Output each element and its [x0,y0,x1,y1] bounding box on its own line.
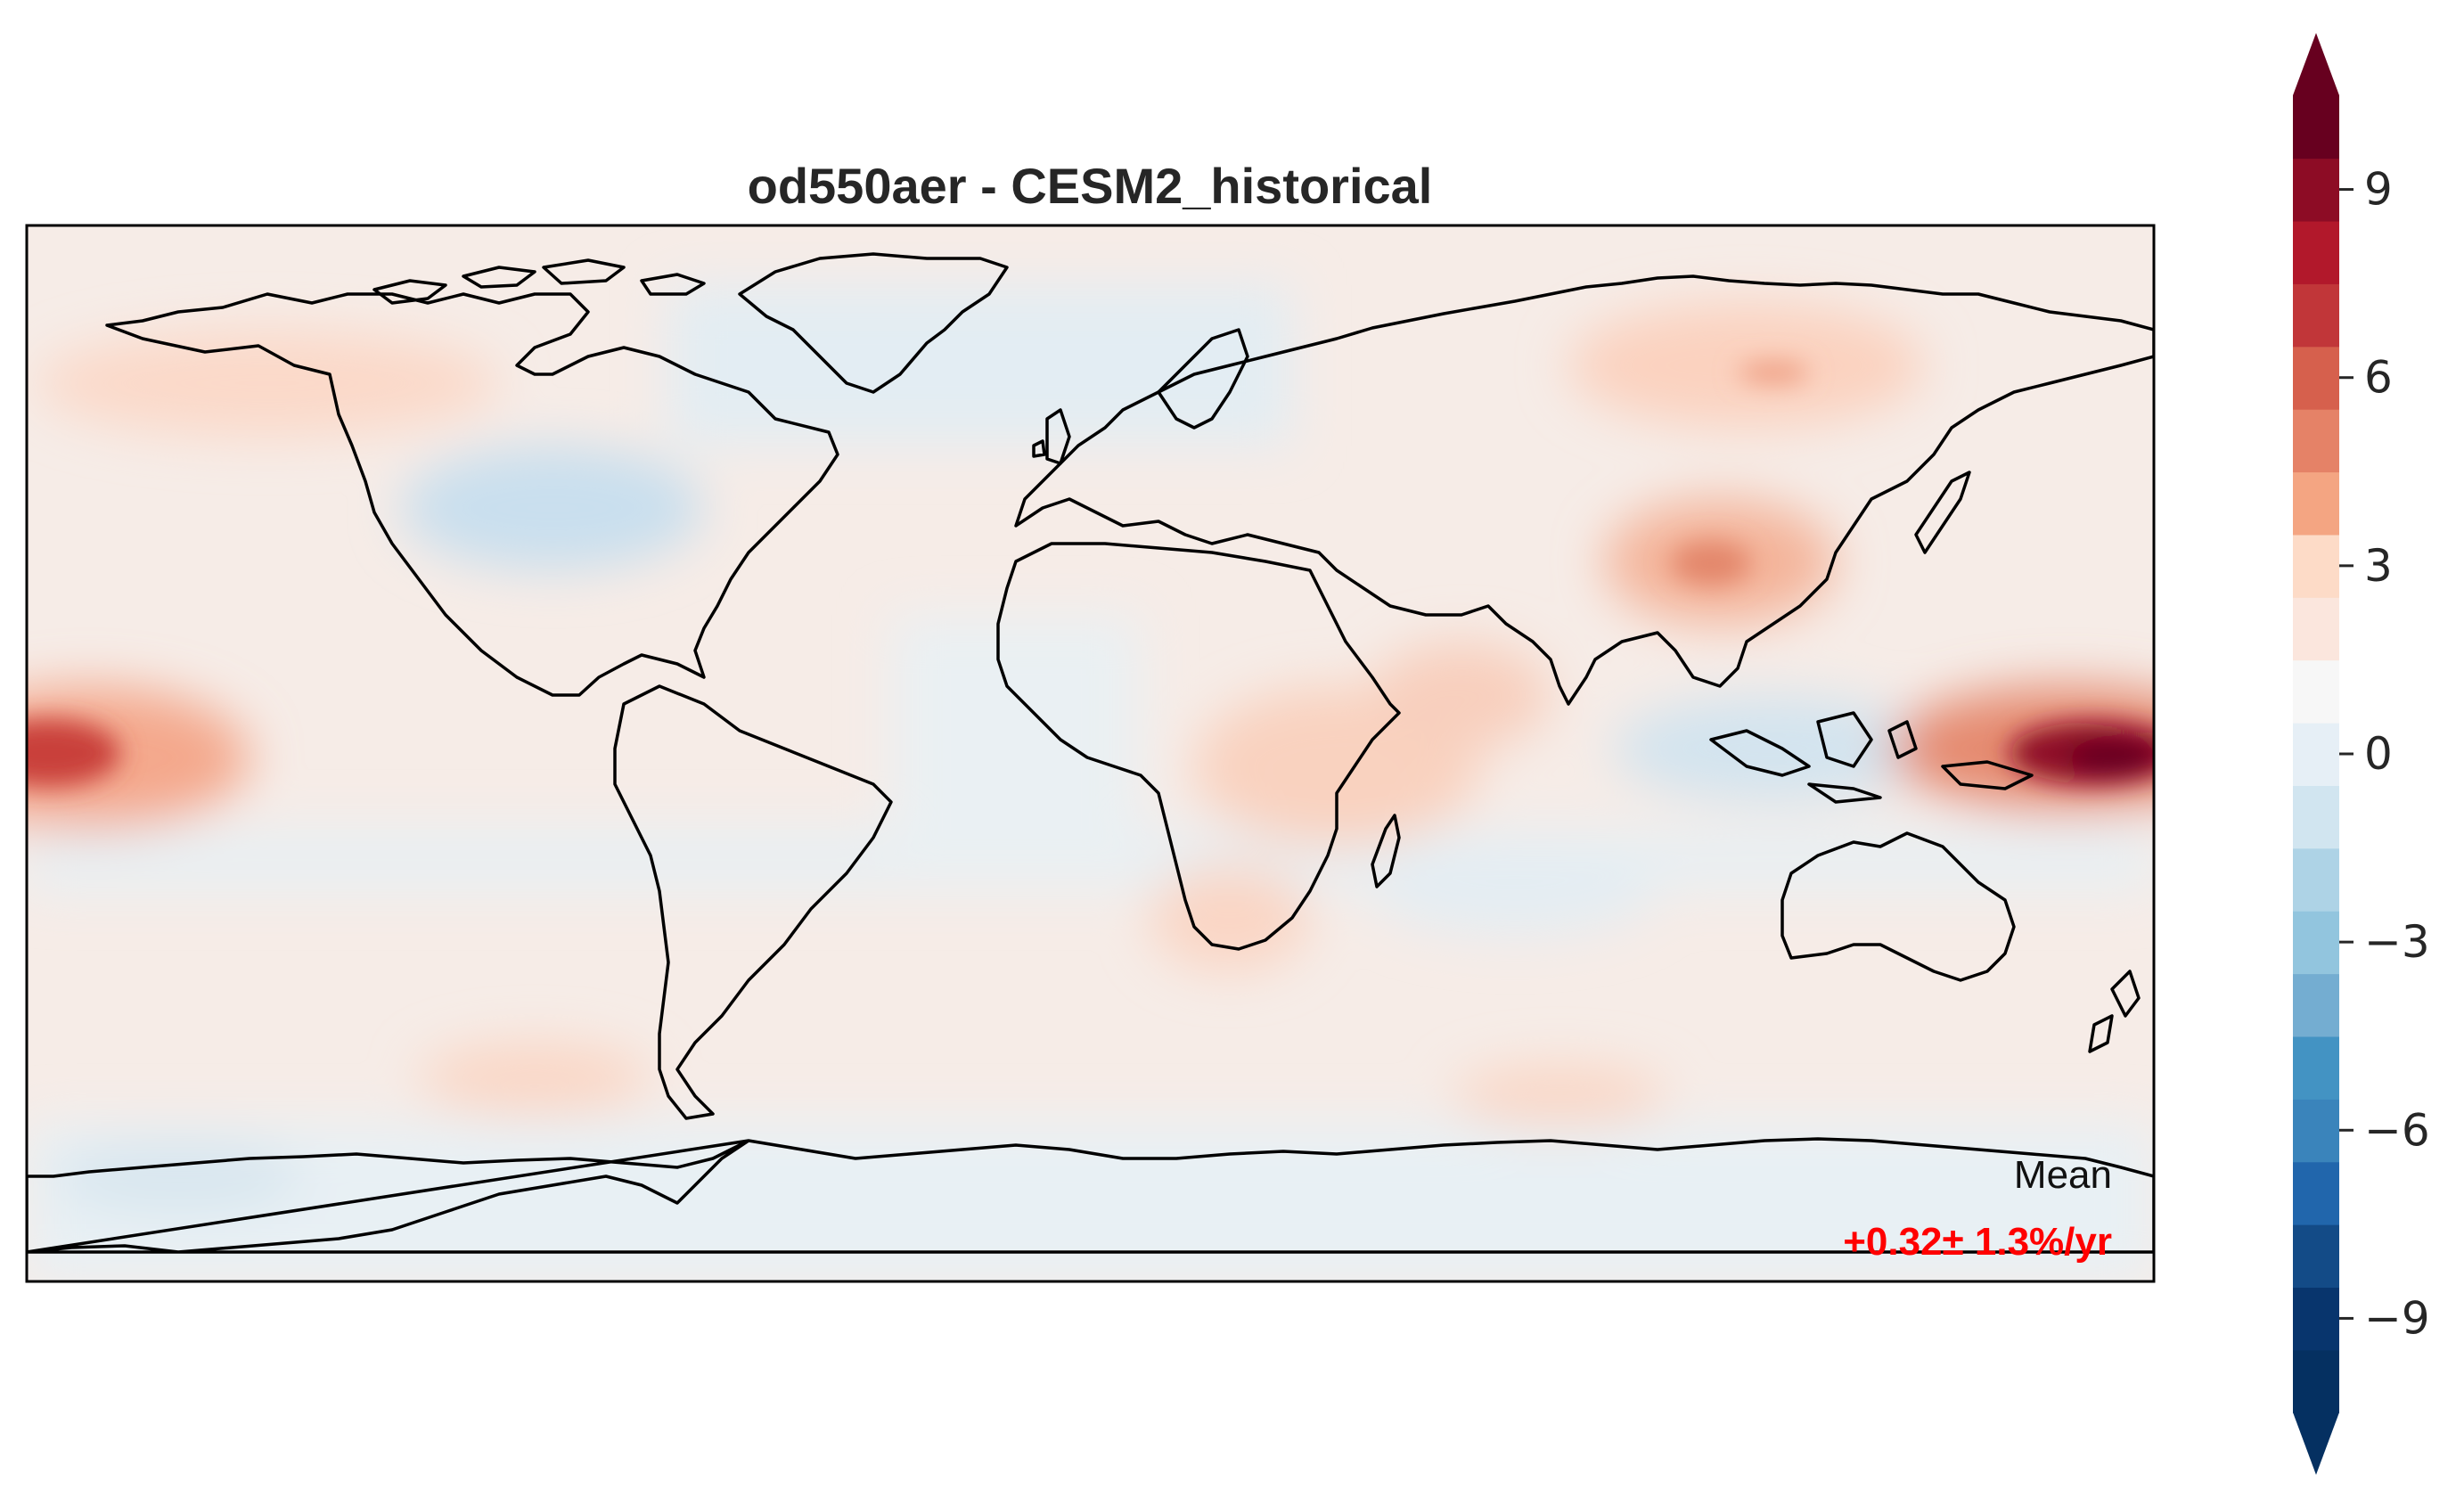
coastline-maritime-continent [1709,711,2034,804]
coastline-japan [1914,471,1971,554]
colorbar-bin [2293,1035,2339,1100]
coastlines [27,252,2154,1254]
coastline-eurasia [1014,274,2154,706]
coastline-south-america [613,684,893,1120]
map-title: od550aer - CESM2_historical [748,158,1433,214]
neg-anomaly-east-usa [401,446,704,570]
neg-anomaly-antarctic-coast [53,1141,303,1212]
colorbar-bin [2293,534,2339,598]
coastline-madagascar [1371,814,1401,888]
neg-anomaly-india-ocean [1372,847,1658,936]
hotspot-east-china [1671,541,1751,585]
neg-band-tropical-atlantic [891,615,1141,882]
neg-band-southern-ocean [27,1123,2154,1281]
colorbar-bin [2293,408,2339,473]
colorbar-bin [2293,471,2339,536]
pos-anomaly-siberia [1568,303,1925,428]
colorbar-extend-max [2293,33,2339,95]
pos-anomaly-south-pacific [419,1043,651,1114]
coastline-british-isles [1032,408,1071,465]
colorbar-bin [2293,220,2339,284]
coastline-arctic-islands [372,258,706,305]
pos-anomaly-south-africa [1150,864,1310,971]
pos-anomaly-arabia [1372,642,1551,749]
colorbar-bin [2293,722,2339,786]
colorbar-bin [2293,659,2339,724]
pos-anomaly-north-pacific [36,330,499,437]
colorbar-tick-label: −6 [2364,1104,2430,1156]
colorbar-bin [2293,597,2339,661]
colorbar-tick-label: 6 [2364,352,2393,404]
pos-anomaly-south-indian [1453,1065,1666,1127]
coastline-new-zealand [2088,970,2141,1053]
colorbar-bin [2293,785,2339,849]
colorbar-tick-label: −9 [2364,1292,2430,1344]
coastline-greenland [738,252,1009,394]
hotspot-central-pacific [27,719,120,787]
colorbar-bin [2293,910,2339,975]
neg-anomaly-maritime-continent [1613,695,1934,802]
neg-band-north-atlantic [668,285,1292,446]
colorbar-bin [2293,1161,2339,1225]
colorbar-bin [2293,1099,2339,1163]
coastline-africa [996,542,1401,951]
mean-value: +0.32± 1.3%/yr [1843,1220,2112,1264]
colorbar-bin [2293,847,2339,912]
colorbar: 9 6 3 0 −3 −6 −9 [2293,33,2430,1475]
colorbar-bin [2293,158,2339,222]
hotspot-siberia [1738,362,1809,383]
colorbar-bin [2293,1287,2339,1351]
colorbar-extend-min [2293,1412,2339,1475]
coastline-antarctica [27,1137,2154,1254]
colorbar-tick-label: 9 [2364,164,2393,216]
mean-label: Mean [2014,1153,2112,1197]
colorbar-tick-label: −3 [2364,916,2430,968]
colorbar-tick-label: 3 [2364,540,2393,592]
coastline-north-america [105,292,839,697]
hotspot-west-pacific-core [2067,740,2154,775]
coastline-scandinavia [1157,328,1249,430]
map-area [27,225,2154,1281]
colorbar-bin [2293,95,2339,160]
colorbar-bin [2293,1349,2339,1413]
map-frame [25,224,2156,1283]
colorbar-bin [2293,973,2339,1037]
colorbar-bin [2293,283,2339,348]
pos-anomaly-tropical-pacific-west [27,686,250,829]
colorbar-bin [2293,346,2339,410]
colorbar-bin [2293,1224,2339,1289]
colorbar-tick-label: 0 [2364,728,2393,780]
coastline-australia [1780,831,2016,982]
